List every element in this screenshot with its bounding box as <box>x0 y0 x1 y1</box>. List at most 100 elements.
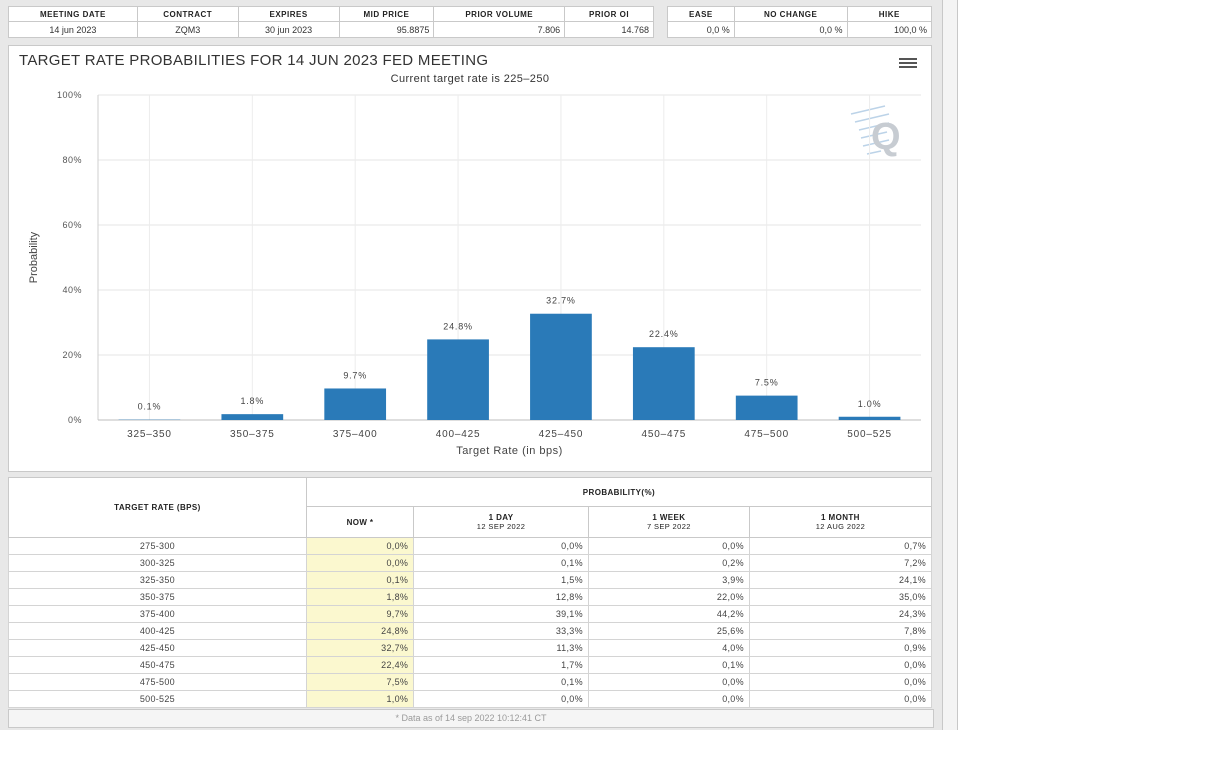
col-contract: CONTRACT <box>136 6 239 22</box>
y-tick-label: 60% <box>62 220 82 230</box>
x-tick-label: 350–375 <box>230 429 275 440</box>
meeting-info-table: MEETING DATE CONTRACT EXPIRES MID PRICE … <box>8 6 654 38</box>
bar <box>632 347 695 420</box>
data-label: 7.5% <box>755 378 779 388</box>
probability-cell: 0,0% <box>305 537 415 555</box>
probability-cell: 32,7% <box>305 639 415 657</box>
probability-cell: 22,0% <box>587 588 750 606</box>
bar <box>735 395 798 420</box>
probability-cell: 1,7% <box>413 656 589 674</box>
ease-value: 0,0 % <box>667 21 735 38</box>
col-mid-price: MID PRICE <box>338 6 435 22</box>
table-row: 400-425 24,8% 33,3% 25,6% 7,8% <box>8 622 933 640</box>
target-rate-cell: 275-300 <box>8 537 307 555</box>
prior-oi-value: 14.768 <box>564 21 654 38</box>
x-tick-label: 475–500 <box>744 429 789 440</box>
probability-cell: 0,0% <box>748 656 933 674</box>
probability-cell: 39,1% <box>413 605 589 623</box>
no-change-value: 0,0 % <box>733 21 848 38</box>
bar-chart: Q 0% 20% 40% 60% 80% 100% 0.1% 325–350 1.8% 350–3… <box>28 90 921 457</box>
data-timestamp-footnote: * Data as of 14 sep 2022 10:12:41 CT <box>8 709 934 728</box>
probability-header: PROBABILITY(%) <box>305 477 933 507</box>
col-ease: EASE <box>667 6 735 22</box>
contract-value: ZQM3 <box>136 21 239 38</box>
probability-cell: 7,2% <box>748 554 933 572</box>
right-scroll-gutter[interactable] <box>942 0 958 730</box>
x-tick-label: 450–475 <box>642 429 687 440</box>
target-rate-cell: 300-325 <box>8 554 307 572</box>
col-prior-oi: PRIOR OI <box>564 6 654 22</box>
y-tick-label: 100% <box>57 90 82 100</box>
probability-cell: 0,0% <box>413 690 589 708</box>
probability-cell: 0,9% <box>748 639 933 657</box>
meeting-date-value: 14 jun 2023 <box>8 21 138 38</box>
chart-title: TARGET RATE PROBABILITIES FOR 14 JUN 202… <box>19 52 489 69</box>
col-expires: EXPIRES <box>237 6 340 22</box>
probability-cell: 0,1% <box>587 656 750 674</box>
target-rate-cell: 425-450 <box>8 639 307 657</box>
prior-volume-value: 7.806 <box>433 21 566 38</box>
meeting-info-row: 14 jun 2023 ZQM3 30 jun 2023 95.8875 7.8… <box>8 21 654 38</box>
outcome-table: EASE NO CHANGE HIKE 0,0 % 0,0 % 100,0 % <box>667 6 933 38</box>
col-1-day-date: 12 SEP 2022 <box>476 522 526 531</box>
target-rate-cell: 375-400 <box>8 605 307 623</box>
bar <box>427 339 489 420</box>
probability-cell: 1,5% <box>413 571 589 589</box>
table-row: 300-325 0,0% 0,1% 0,2% 7,2% <box>8 554 933 572</box>
x-axis-title: Target Rate (in bps) <box>456 445 563 457</box>
probability-cell: 0,0% <box>587 673 750 691</box>
y-tick-label: 40% <box>62 285 82 295</box>
probability-cell: 0,1% <box>413 554 589 572</box>
probability-cell: 25,6% <box>587 622 750 640</box>
col-1-month-date: 12 AUG 2022 <box>815 522 866 531</box>
chart-subtitle: Current target rate is 225–250 <box>390 73 550 85</box>
table-row: 475-500 7,5% 0,1% 0,0% 0,0% <box>8 673 933 691</box>
bar <box>221 414 284 420</box>
probability-cell: 0,0% <box>587 690 750 708</box>
y-axis-title: Probability <box>28 231 40 283</box>
target-rate-cell: 400-425 <box>8 622 307 640</box>
probability-cell: 0,2% <box>587 554 750 572</box>
col-no-change: NO CHANGE <box>733 6 848 22</box>
table-row: 375-400 9,7% 39,1% 44,2% 24,3% <box>8 605 933 623</box>
hamburger-menu-icon[interactable] <box>899 56 917 70</box>
x-tick-label: 425–450 <box>539 429 584 440</box>
data-label: 1.0% <box>858 399 882 409</box>
x-tick-label: 400–425 <box>436 429 481 440</box>
probability-cell: 22,4% <box>305 656 415 674</box>
probability-chart-panel: TARGET RATE PROBABILITIES FOR 14 JUN 202… <box>8 45 932 472</box>
target-rate-cell: 350-375 <box>8 588 307 606</box>
table-row: 275-300 0,0% 0,0% 0,0% 0,7% <box>8 537 933 555</box>
probability-cell: 35,0% <box>748 588 933 606</box>
data-label: 9.7% <box>343 370 367 380</box>
target-rate-cell: 500-525 <box>8 690 307 708</box>
x-tick-label: 500–525 <box>847 429 892 440</box>
probability-cell: 11,3% <box>413 639 589 657</box>
probability-cell: 24,1% <box>748 571 933 589</box>
data-label: 32.7% <box>546 296 576 306</box>
watermark-logo-text: Q <box>871 116 901 158</box>
probability-cell: 1,0% <box>305 690 415 708</box>
table-row: 350-375 1,8% 12,8% 22,0% 35,0% <box>8 588 933 606</box>
probability-cell: 3,9% <box>587 571 750 589</box>
probability-table-body: 275-300 0,0% 0,0% 0,0% 0,7% 300-325 0,0% 0,1% 0,… <box>8 537 933 708</box>
x-tick-label: 325–350 <box>127 429 172 440</box>
bar <box>324 388 387 420</box>
col-1-day: 1 DAY 12 SEP 2022 <box>413 506 589 538</box>
meeting-info-header-row: MEETING DATE CONTRACT EXPIRES MID PRICE … <box>8 6 654 22</box>
bar <box>838 416 901 420</box>
probability-cell: 7,8% <box>748 622 933 640</box>
probability-cell: 24,8% <box>305 622 415 640</box>
expires-value: 30 jun 2023 <box>237 21 340 38</box>
col-now-label: NOW * <box>346 517 374 527</box>
probability-cell: 0,1% <box>413 673 589 691</box>
probability-cell: 0,7% <box>748 537 933 555</box>
outcome-row: 0,0 % 0,0 % 100,0 % <box>667 21 933 38</box>
watermark-logo: Q <box>850 105 901 158</box>
x-tick-label: 375–400 <box>333 429 378 440</box>
probability-table: TARGET RATE (BPS) PROBABILITY(%) NOW * 1… <box>8 477 933 708</box>
col-1-month-label: 1 MONTH <box>821 513 860 522</box>
target-rate-cell: 475-500 <box>8 673 307 691</box>
probability-cell: 44,2% <box>587 605 750 623</box>
prob-header-row-1: TARGET RATE (BPS) PROBABILITY(%) <box>8 477 933 538</box>
